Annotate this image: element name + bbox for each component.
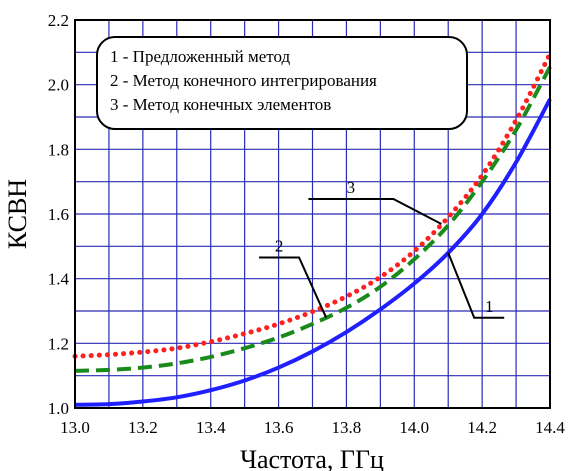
x-tick-label: 13.6 <box>264 418 294 437</box>
x-axis-label: Частота, ГГц <box>240 445 384 471</box>
curves <box>72 51 553 407</box>
annotation-leader-2 <box>259 256 327 318</box>
plot-frame <box>74 19 551 409</box>
legend-entry-1: 1 - Предложенный метод <box>110 47 291 66</box>
annotation-leader-3 <box>308 198 442 225</box>
annotation-label-1: 1 <box>485 297 494 316</box>
annotation-label-3: 3 <box>347 178 356 197</box>
legend-entry-2: 2 - Метод конечного интегрирования <box>110 71 377 90</box>
y-tick-label: 2.2 <box>48 11 69 30</box>
y-tick-label: 1.6 <box>48 205 69 224</box>
annotation-leader-1 <box>447 252 505 319</box>
y-tick-label: 2.0 <box>48 76 69 95</box>
x-tick-label: 13.2 <box>128 418 158 437</box>
y-tick-label: 1.4 <box>48 270 70 289</box>
annotations: 1 2 3 <box>259 178 505 319</box>
series-line-1 <box>74 98 552 407</box>
series-line-3 <box>72 51 553 359</box>
y-tick-label: 1.0 <box>48 399 69 418</box>
x-tick-label: 13.4 <box>196 418 226 437</box>
annotation-label-2: 2 <box>275 236 284 255</box>
y-axis-label: КСВН <box>3 179 32 249</box>
x-tick-label: 13.8 <box>332 418 362 437</box>
x-tick-label: 14.4 <box>535 418 565 437</box>
x-tick-label: 14.0 <box>399 418 429 437</box>
ticks: 13.0 13.2 13.4 13.6 13.8 14.0 14.2 14.4 1.0 1.2 1.… <box>48 11 566 437</box>
legend-box <box>96 36 468 130</box>
x-tick-label: 13.0 <box>60 418 90 437</box>
legend-entry-3: 3 - Метод конечных элементов <box>110 95 331 114</box>
x-tick-label: 14.2 <box>467 418 497 437</box>
legend: 1 - Предложенный метод 2 - Метод конечно… <box>96 36 468 130</box>
series-line-2 <box>74 65 552 373</box>
y-tick-label: 1.8 <box>48 140 69 159</box>
y-tick-label: 1.2 <box>48 334 69 353</box>
